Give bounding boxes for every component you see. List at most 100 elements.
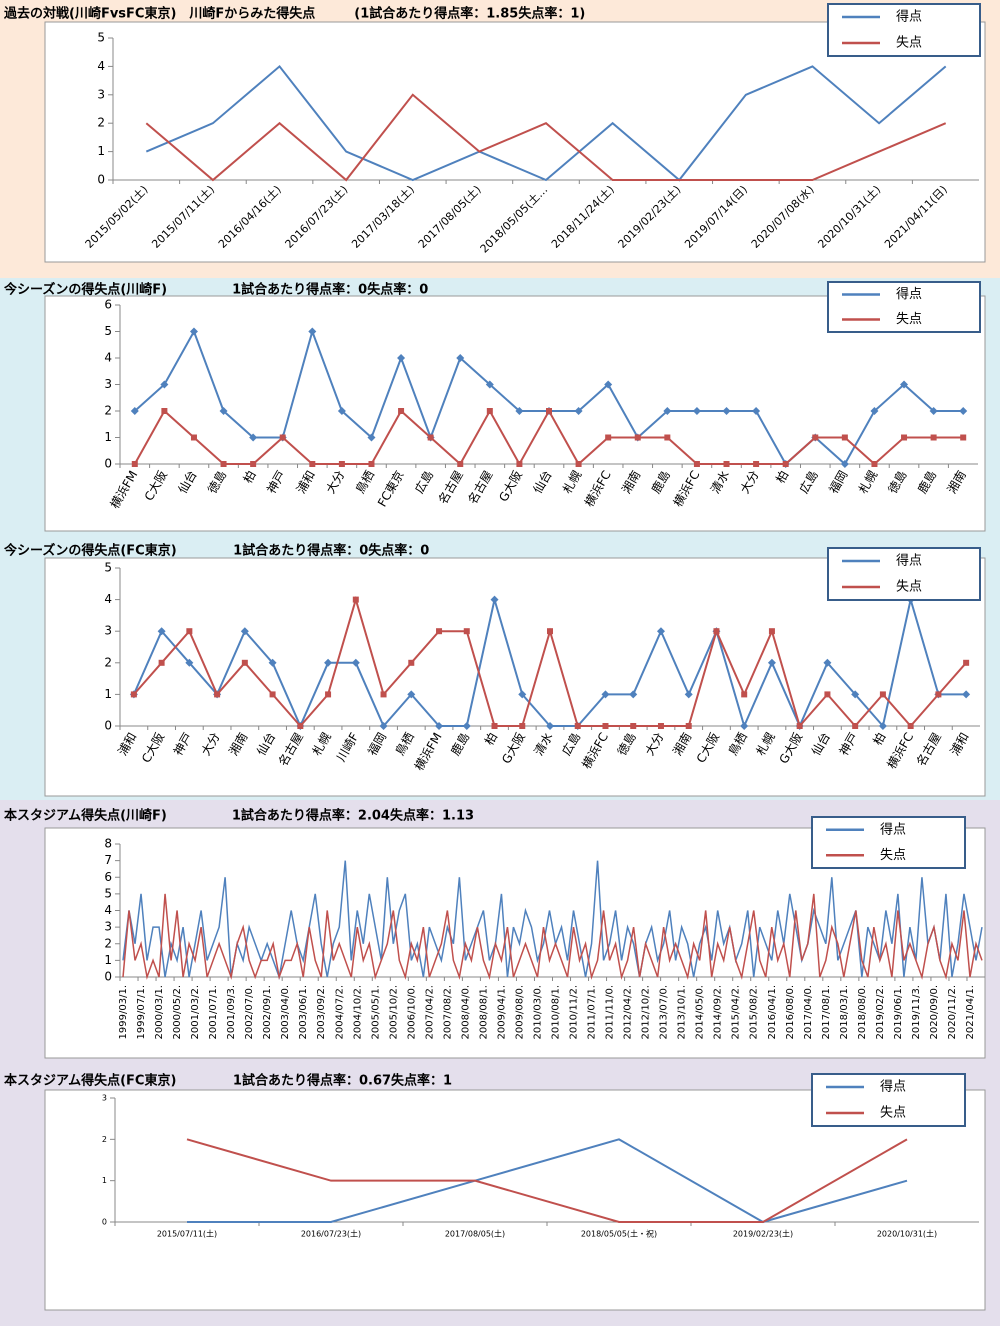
point-marker bbox=[130, 691, 137, 698]
point-marker bbox=[486, 408, 493, 414]
x-tick-label: 2003/09/2. bbox=[316, 985, 327, 1039]
point-marker bbox=[963, 659, 970, 666]
point-marker bbox=[325, 691, 332, 698]
point-marker bbox=[959, 407, 968, 415]
x-tick-label: 2007/04/2. bbox=[424, 985, 435, 1039]
point-marker bbox=[960, 434, 967, 441]
x-tick-label: 2001/07/1. bbox=[208, 985, 219, 1039]
x-tick-label: 2014/05/0. bbox=[695, 985, 706, 1039]
y-tick-label: 3 bbox=[97, 87, 105, 101]
point-marker bbox=[901, 434, 908, 441]
point-marker bbox=[130, 407, 139, 415]
point-marker bbox=[131, 461, 138, 467]
x-tick-label: 2001/03/2. bbox=[190, 985, 201, 1039]
legend-box bbox=[811, 816, 966, 869]
point-marker bbox=[768, 628, 775, 635]
y-tick-label: 5 bbox=[104, 561, 112, 575]
point-marker bbox=[753, 461, 760, 467]
point-marker bbox=[601, 690, 610, 699]
point-marker bbox=[684, 690, 693, 699]
point-marker bbox=[693, 461, 700, 467]
x-tick-label: 2013/07/0. bbox=[659, 985, 670, 1039]
point-marker bbox=[547, 628, 553, 635]
point-marker bbox=[907, 723, 914, 729]
y-tick-label: 0 bbox=[102, 1218, 107, 1227]
point-marker bbox=[664, 434, 671, 441]
point-marker bbox=[407, 690, 416, 699]
x-tick-label: 2010/11/2. bbox=[569, 985, 580, 1039]
point-marker bbox=[604, 380, 613, 389]
x-tick-label: 2019/02/2. bbox=[875, 985, 886, 1039]
y-tick-label: 0 bbox=[104, 457, 112, 471]
legend-label: 得点 bbox=[896, 9, 922, 25]
point-marker bbox=[368, 461, 375, 467]
y-tick-label: 8 bbox=[104, 837, 112, 851]
x-tick-label: 2021/04/1. bbox=[965, 985, 976, 1039]
point-marker bbox=[574, 723, 581, 729]
y-tick-label: 2 bbox=[97, 116, 105, 130]
point-marker bbox=[214, 691, 221, 698]
chart-title: 本スタジアム得失点(FC東京) 1試合あたり得点率：0.67失点率：1 bbox=[4, 1073, 452, 1089]
x-tick-label: 2001/09/3. bbox=[226, 985, 237, 1039]
point-marker bbox=[575, 461, 582, 467]
y-tick-label: 1 bbox=[104, 430, 112, 444]
plot-box bbox=[44, 295, 986, 532]
x-tick-label: 2013/10/1. bbox=[677, 985, 688, 1039]
point-marker bbox=[546, 408, 552, 414]
point-marker bbox=[241, 659, 248, 666]
point-marker bbox=[870, 407, 879, 415]
point-marker bbox=[782, 461, 789, 467]
y-tick-label: 4 bbox=[104, 351, 112, 365]
legend-label: 得点 bbox=[880, 821, 906, 837]
point-marker bbox=[752, 407, 761, 415]
point-marker bbox=[824, 691, 831, 698]
point-marker bbox=[308, 327, 317, 336]
point-marker bbox=[436, 628, 443, 635]
x-tick-label: 2006/10/0. bbox=[406, 985, 417, 1039]
y-tick-label: 2 bbox=[104, 404, 112, 418]
point-marker bbox=[602, 723, 609, 729]
x-tick-label: 1999/03/1. bbox=[118, 985, 129, 1039]
x-tick-label: 2017/08/1. bbox=[821, 985, 832, 1039]
point-marker bbox=[930, 434, 937, 441]
point-marker bbox=[485, 380, 494, 389]
point-marker bbox=[840, 460, 849, 468]
point-marker bbox=[279, 434, 286, 441]
point-marker bbox=[186, 628, 193, 635]
x-tick-label: 2004/10/2. bbox=[352, 985, 363, 1039]
x-tick-label: 2000/05/2. bbox=[172, 985, 183, 1039]
point-marker bbox=[656, 627, 665, 636]
y-tick-label: 3 bbox=[104, 920, 112, 934]
point-marker bbox=[337, 407, 346, 415]
point-marker bbox=[240, 627, 249, 636]
legend-label: 失点 bbox=[896, 580, 922, 595]
point-marker bbox=[605, 434, 612, 441]
point-marker bbox=[408, 659, 415, 666]
x-tick-label: 2018/05/05(土・祝) bbox=[581, 1229, 657, 1239]
point-marker bbox=[249, 433, 258, 442]
point-marker bbox=[630, 723, 637, 729]
point-marker bbox=[740, 722, 749, 730]
point-marker bbox=[435, 722, 444, 730]
x-tick-label: 2015/08/2. bbox=[749, 985, 760, 1039]
chart-title: 過去の対戦(川崎FvsFC東京) 川崎Fからみた得失点 (1試合あたり得点率：1… bbox=[3, 6, 585, 22]
point-marker bbox=[713, 628, 720, 635]
point-marker bbox=[398, 408, 405, 414]
x-tick-label: 2003/04/0. bbox=[280, 985, 291, 1039]
x-tick-label: 2007/08/2. bbox=[442, 985, 453, 1039]
legend-box bbox=[827, 281, 981, 333]
x-tick-label: 2019/02/23(土) bbox=[733, 1229, 793, 1239]
point-marker bbox=[796, 723, 803, 729]
point-marker bbox=[268, 658, 277, 667]
point-marker bbox=[491, 723, 498, 729]
x-tick-label: 2020/10/31(土) bbox=[877, 1229, 937, 1239]
y-tick-label: 3 bbox=[102, 1094, 107, 1103]
point-marker bbox=[657, 723, 664, 729]
y-tick-label: 5 bbox=[104, 324, 112, 338]
chart-title: 本スタジアム得失点(川崎F) 1試合あたり得点率：2.04失点率：1.13 bbox=[4, 808, 474, 824]
point-marker bbox=[250, 461, 257, 467]
point-marker bbox=[380, 691, 387, 698]
point-marker bbox=[852, 723, 859, 729]
x-tick-label: 2000/03/1. bbox=[154, 985, 165, 1039]
